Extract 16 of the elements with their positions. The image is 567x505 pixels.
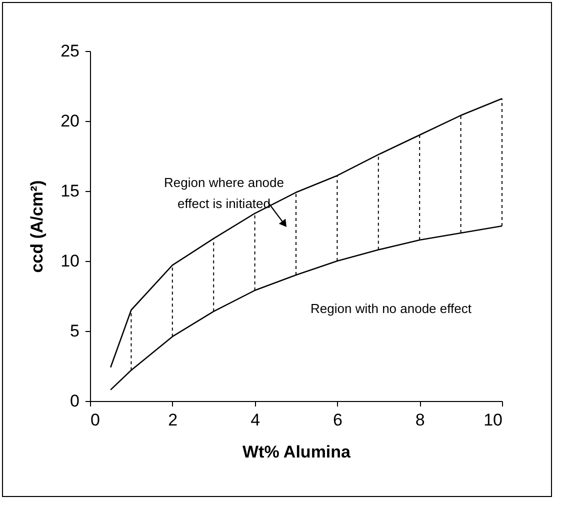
x-axis-title: Wt% Alumina [242,442,352,462]
x-tick-label: 10 [484,410,502,430]
x-tick-label: 2 [168,410,178,430]
y-tick-label: 10 [60,252,80,270]
x-tick-label: 4 [250,410,260,430]
y-tick-label: 20 [60,112,80,130]
x-tick-label: 6 [332,410,342,430]
y-tick-label: 5 [70,322,80,340]
y-tick-label: 25 [60,42,80,60]
annotation: Region where anode effect is initiated [164,175,284,211]
annotation: Region with no anode effect [310,301,472,316]
y-tick-label: 15 [60,182,80,200]
y-tick-label: 0 [70,392,80,410]
y-axis-title: ccd (A/cm²) [28,180,47,273]
x-tick-label: 0 [90,410,100,430]
x-tick-label: 8 [415,410,425,430]
